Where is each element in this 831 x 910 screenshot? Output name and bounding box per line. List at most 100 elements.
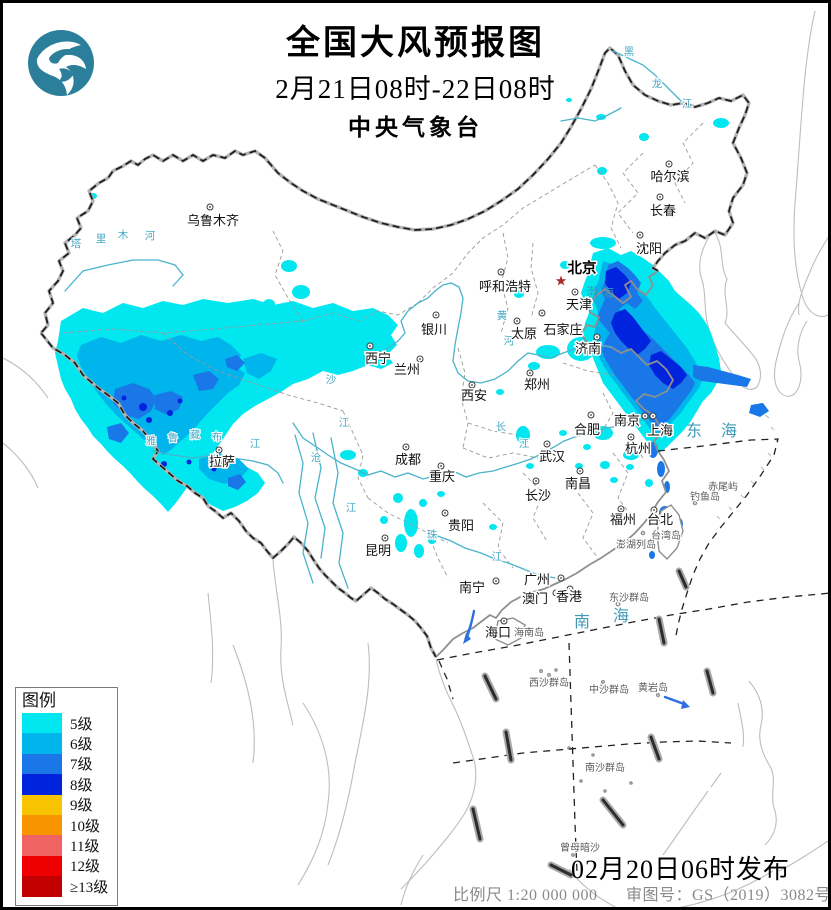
river-label: 长 xyxy=(496,421,507,433)
legend-item: 5级 xyxy=(16,713,117,734)
legend-item: 8级 xyxy=(16,774,117,795)
city-label: 乌鲁木齐 xyxy=(187,213,239,228)
legend-label: 7级 xyxy=(70,757,93,774)
city-label: 西宁 xyxy=(365,351,391,366)
city-label: 南昌 xyxy=(565,476,591,491)
city-marker-dot xyxy=(644,415,646,417)
legend-swatch xyxy=(22,753,62,775)
river-label: 里 xyxy=(96,233,107,245)
island-label: 中沙群岛 xyxy=(589,683,629,696)
city-label: 广州 xyxy=(524,572,550,587)
city-label: 沈阳 xyxy=(636,241,662,256)
city-marker-dot xyxy=(218,449,220,451)
river-labels: 塔里木河黑龙江黄河长江珠江雅鲁藏布江沙江沧江 xyxy=(70,45,694,564)
legend-swatch xyxy=(22,774,62,795)
river-label: 江 xyxy=(346,502,357,514)
city-label: 长沙 xyxy=(525,488,551,503)
city-marker-dot xyxy=(590,414,592,416)
map-review-number: 审图号：GS（2019）3082号 xyxy=(626,887,831,904)
river-label: 藏 xyxy=(190,429,201,441)
city-marker-dot xyxy=(369,345,371,347)
legend-item: ≥13级 xyxy=(16,876,117,897)
legend-item: 10级 xyxy=(16,814,117,836)
legend-swatch xyxy=(22,713,62,734)
city-label: 杭州 xyxy=(625,441,651,456)
city-marker-dot xyxy=(516,320,518,322)
city-marker-dot xyxy=(620,508,622,510)
city-label: 郑州 xyxy=(524,377,550,392)
city-marker-dot xyxy=(529,372,531,374)
city-marker-dot xyxy=(440,465,442,467)
legend-label: 6级 xyxy=(70,737,93,754)
sea-labels: 渤海东 海南海 xyxy=(574,285,737,631)
city-label: 昆明 xyxy=(365,543,391,558)
city-marker-dot xyxy=(419,358,421,360)
city-marker-dot xyxy=(384,537,386,539)
river-label: 珠 xyxy=(427,528,438,541)
city-label: 呼和浩特 xyxy=(479,279,531,294)
legend-label: 8级 xyxy=(70,777,93,794)
sea-label: 海 xyxy=(613,607,629,625)
city-marker-dot xyxy=(435,314,437,316)
logo-swirl xyxy=(36,41,86,95)
wind-area-tibet xyxy=(55,299,398,512)
city-marker-dot xyxy=(579,470,581,472)
island-label: 赤尾屿 xyxy=(708,481,738,493)
city-label: 南宁 xyxy=(459,580,485,595)
legend-label: ≥13级 xyxy=(70,879,109,896)
island-label: 南沙群岛 xyxy=(585,761,625,774)
wind-arrow-icon xyxy=(663,695,686,706)
river-label: 沙 xyxy=(326,374,337,386)
river-label: 鲁 xyxy=(168,431,179,444)
wind-area-bohai-yellow-sea xyxy=(560,237,769,559)
city-marker-dot xyxy=(652,415,654,417)
nine-dash-line xyxy=(469,567,717,879)
wind-area-scattered xyxy=(89,98,729,558)
legend-swatch xyxy=(22,794,62,815)
river-label: 塔 xyxy=(71,237,82,250)
city-label: 重庆 xyxy=(429,469,455,484)
island-label: 海南岛 xyxy=(514,626,544,639)
river-label: 雅 xyxy=(146,434,157,447)
city-marker-dot xyxy=(639,234,641,236)
city-label: 拉萨 xyxy=(209,454,235,469)
legend-rows: 5级 6级 7级 8级 9级 10级 11级 12级 ≥13级 xyxy=(16,713,117,897)
city-marker-dot xyxy=(596,336,598,338)
river-label: 江 xyxy=(250,438,261,450)
legend-title: 图例 xyxy=(22,691,56,710)
river-label: 江 xyxy=(339,417,350,429)
legend-box: 图例 5级 6级 7级 8级 9级 10级 11级 12级 ≥13级 xyxy=(15,687,118,906)
maritime-boundaries xyxy=(436,438,828,874)
island-label: 黄岩岛 xyxy=(638,681,668,694)
island-label: 澎湖列岛 xyxy=(616,538,656,551)
legend-label: 11级 xyxy=(70,839,100,856)
wind-arrowhead-icon xyxy=(463,633,471,644)
city-label: 澳门 xyxy=(522,591,548,606)
page-title: 全国大风预报图 xyxy=(286,25,545,62)
legend-swatch xyxy=(22,835,62,856)
city-label: 福州 xyxy=(610,512,636,527)
river-label: 沧 xyxy=(311,451,322,464)
city-label: 天津 xyxy=(566,297,592,312)
legend-label: 9级 xyxy=(70,798,93,815)
capital-star-icon xyxy=(555,275,567,286)
sea-label: 海 xyxy=(721,422,737,440)
river-label: 布 xyxy=(212,431,223,443)
river-label: 木 xyxy=(118,229,129,241)
map-scale: 比例尺 1:20 000 000 xyxy=(453,887,598,904)
island-label: 曾母暗沙 xyxy=(560,841,600,854)
island-label: 台湾岛 xyxy=(651,529,681,542)
city-label: 银川 xyxy=(421,322,447,337)
city-marker-dot xyxy=(444,512,446,514)
city-marker-dot xyxy=(569,588,571,590)
city-marker-dot xyxy=(209,206,211,208)
legend-label: 10级 xyxy=(70,818,101,835)
city-label: 香港 xyxy=(556,589,582,604)
city-label: 济南 xyxy=(575,341,601,356)
map-meta-row: 比例尺 1:20 000 000 审图号：GS（2019）3082号 xyxy=(453,881,831,905)
city-marker-dot xyxy=(555,592,557,594)
city-label: 上海 xyxy=(647,423,673,438)
city-marker-dot xyxy=(495,580,497,582)
